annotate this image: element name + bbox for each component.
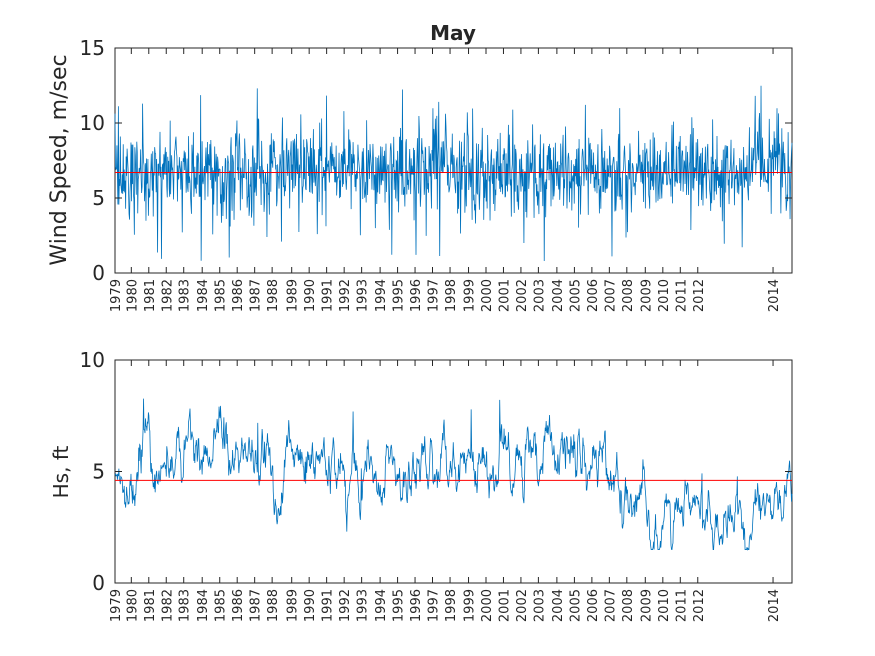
series-line bbox=[114, 85, 793, 261]
x-tick-label: 1981 bbox=[143, 279, 158, 312]
x-tick-label: 2014 bbox=[767, 589, 782, 622]
x-tick-label: 1980 bbox=[125, 279, 140, 312]
x-tick-label: 1993 bbox=[356, 589, 371, 622]
axes-box bbox=[114, 47, 793, 274]
x-tick-label: 1986 bbox=[231, 589, 246, 622]
x-tick-label: 2001 bbox=[497, 589, 512, 622]
x-tick-label: 1993 bbox=[356, 279, 371, 312]
x-tick-label: 2011 bbox=[674, 279, 689, 312]
x-tick-label: 1985 bbox=[214, 279, 229, 312]
x-tick-label: 2004 bbox=[551, 279, 566, 312]
x-tick-label: 2005 bbox=[568, 589, 583, 622]
plot-area: 0 5 10 1979 1980 1981 1982 1983 1984 1985 1986 1987… bbox=[80, 348, 793, 622]
x-tick-label: 2002 bbox=[515, 589, 530, 622]
y-tick-label: 10 bbox=[80, 348, 105, 372]
x-tick-label: 1979 bbox=[109, 279, 124, 312]
chart-title: May bbox=[430, 21, 476, 45]
x-tick-label: 2008 bbox=[621, 279, 636, 312]
x-tick-label: 1983 bbox=[178, 279, 193, 312]
x-tick-label: 1984 bbox=[196, 279, 211, 312]
y-axis-label: Wind Speed, m/sec bbox=[47, 54, 72, 265]
x-tick-label: 1989 bbox=[286, 279, 301, 312]
y-tick-label: 15 bbox=[80, 36, 105, 60]
series-line bbox=[114, 398, 793, 551]
x-tick-label: 1979 bbox=[109, 589, 124, 622]
x-tick-label: 2009 bbox=[639, 279, 654, 312]
x-tick-label: 2001 bbox=[497, 279, 512, 312]
x-tick-label: 1987 bbox=[249, 279, 264, 312]
x-tick-label: 2005 bbox=[568, 279, 583, 312]
x-tick-label: 1998 bbox=[444, 589, 459, 622]
x-tick-label: 1981 bbox=[143, 589, 158, 622]
x-tick-label: 1999 bbox=[463, 279, 478, 312]
x-tick-label: 1984 bbox=[196, 589, 211, 622]
x-tick-label: 1983 bbox=[178, 589, 193, 622]
x-tick-label: 2002 bbox=[515, 279, 530, 312]
x-tick-label: 2004 bbox=[551, 589, 566, 622]
x-tick-label: 2006 bbox=[586, 589, 601, 622]
x-tick-label: 2006 bbox=[586, 279, 601, 312]
x-tick-label: 2010 bbox=[657, 279, 672, 312]
y-tick-label: 5 bbox=[92, 186, 105, 210]
x-tick-label: 1982 bbox=[160, 589, 175, 622]
x-tick-label: 2003 bbox=[532, 589, 547, 622]
x-tick-label: 2000 bbox=[480, 279, 495, 312]
x-tick-label: 2009 bbox=[639, 589, 654, 622]
x-tick-label: 1992 bbox=[338, 589, 353, 622]
x-tick-label: 1985 bbox=[214, 589, 229, 622]
x-tick-label: 2003 bbox=[532, 279, 547, 312]
x-tick-label: 1986 bbox=[231, 279, 246, 312]
x-tick-label: 1990 bbox=[303, 589, 318, 622]
x-tick-label: 2007 bbox=[603, 589, 618, 622]
y-axis-label: Hs, ft bbox=[49, 445, 73, 498]
x-tick-label: 1988 bbox=[266, 589, 281, 622]
x-tick-label: 1990 bbox=[303, 279, 318, 312]
x-tick-label: 2008 bbox=[621, 589, 636, 622]
x-tick-label: 1995 bbox=[392, 589, 407, 622]
x-tick-label: 1997 bbox=[427, 279, 442, 312]
x-tick-label: 1987 bbox=[249, 589, 264, 622]
x-tick-label: 2007 bbox=[603, 279, 618, 312]
x-tick-label: 1998 bbox=[444, 279, 459, 312]
x-tick-label: 1982 bbox=[160, 279, 175, 312]
x-tick-label: 1994 bbox=[374, 589, 389, 622]
y-tick-label: 0 bbox=[92, 571, 105, 595]
x-tick-label: 1991 bbox=[321, 589, 336, 622]
x-tick-label: 2014 bbox=[767, 279, 782, 312]
x-tick-label: 2011 bbox=[674, 589, 689, 622]
x-tick-label: 1988 bbox=[266, 279, 281, 312]
x-tick-label: 1992 bbox=[338, 279, 353, 312]
wind-speed-chart: May Wind Speed, m/sec 0 5 10 15 1979 1980 1981… bbox=[47, 21, 793, 312]
y-tick-label: 10 bbox=[80, 111, 105, 135]
x-tick-label: 2010 bbox=[657, 589, 672, 622]
x-tick-label: 2000 bbox=[480, 589, 495, 622]
x-tick-label: 1996 bbox=[409, 589, 424, 622]
x-tick-label: 1995 bbox=[392, 279, 407, 312]
x-tick-label: 1991 bbox=[321, 279, 336, 312]
x-tick-label: 1994 bbox=[374, 279, 389, 312]
x-tick-label: 2012 bbox=[692, 279, 707, 312]
x-tick-label: 2012 bbox=[692, 589, 707, 622]
x-tick-label: 1997 bbox=[427, 589, 442, 622]
x-tick-label: 1996 bbox=[409, 279, 424, 312]
y-tick-label: 0 bbox=[92, 261, 105, 285]
x-tick-label: 1980 bbox=[125, 589, 140, 622]
y-tick-label: 5 bbox=[92, 460, 105, 484]
x-tick-label: 1989 bbox=[286, 589, 301, 622]
x-tick-label: 1999 bbox=[463, 589, 478, 622]
